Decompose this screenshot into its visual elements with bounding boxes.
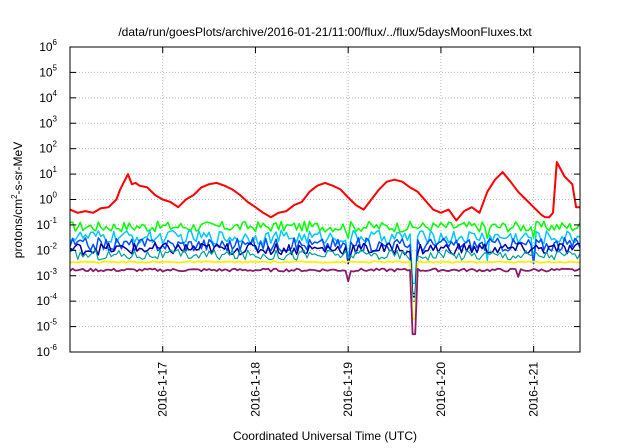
series-line: [69, 242, 581, 298]
chart-title: /data/run/goesPlots/archive/2016-01-21/1…: [118, 25, 532, 39]
grid: [70, 47, 580, 352]
y-axis-label-sup: 2: [10, 194, 19, 199]
x-axis-label: Coordinated Universal Time (UTC): [233, 429, 417, 443]
y-tick-label: 10-2: [37, 241, 58, 257]
y-tick-label: 106: [39, 38, 57, 54]
y-tick-label: 10-3: [37, 267, 58, 283]
y-tick-label: 101: [39, 165, 57, 181]
y-tick-label: 103: [39, 114, 57, 130]
series-line: [69, 237, 581, 295]
x-tick-label: 2016-1-18: [248, 362, 262, 417]
series-line: [69, 161, 580, 222]
y-tick-label: 10-6: [37, 343, 58, 359]
y-axis-label-main: protons/cm: [11, 199, 25, 258]
series-line: [69, 260, 580, 320]
x-tick-label: 2016-1-21: [527, 362, 541, 417]
y-tick-label: 10-1: [37, 216, 58, 232]
y-tick-label: 105: [39, 63, 57, 79]
y-tick-label: 10-5: [37, 318, 58, 334]
x-tick-label: 2016-1-17: [156, 362, 170, 417]
series-line: [69, 229, 581, 285]
y-tick-label: 100: [39, 191, 57, 207]
ticks: 10-6 10-5 10-4 10-3 10-2 10-1 100 101 102 103 104 1…: [37, 38, 580, 417]
y-tick-label: 10-4: [37, 292, 58, 308]
y-tick-label: 104: [39, 89, 57, 105]
x-tick-label: 2016-1-19: [341, 362, 355, 417]
y-axis-label-rest: -s-sr-MeV: [11, 142, 25, 195]
series-layer: [69, 161, 581, 336]
series-line: [69, 220, 581, 239]
y-axis-label: protons/cm2-s-sr-MeV: [10, 142, 25, 258]
y-tick-label: 102: [39, 140, 57, 156]
x-tick-label: 2016-1-20: [434, 362, 448, 417]
series-line: [69, 267, 581, 336]
series-line: [69, 248, 581, 302]
